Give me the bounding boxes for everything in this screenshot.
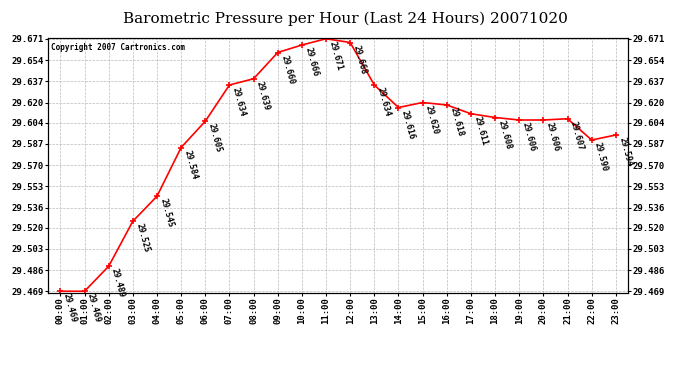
Text: 29.634: 29.634 xyxy=(376,86,392,118)
Text: 29.608: 29.608 xyxy=(497,119,513,150)
Text: 29.666: 29.666 xyxy=(304,46,319,78)
Text: 29.668: 29.668 xyxy=(352,44,368,75)
Text: 29.606: 29.606 xyxy=(545,122,561,153)
Text: 29.639: 29.639 xyxy=(255,80,271,111)
Text: 29.671: 29.671 xyxy=(328,40,344,72)
Text: 29.469: 29.469 xyxy=(62,292,78,324)
Text: 29.618: 29.618 xyxy=(448,106,464,138)
Text: Copyright 2007 Cartronics.com: Copyright 2007 Cartronics.com xyxy=(51,43,186,52)
Text: 29.594: 29.594 xyxy=(618,136,633,168)
Text: 29.660: 29.660 xyxy=(279,54,295,85)
Text: 29.584: 29.584 xyxy=(183,149,199,180)
Text: 29.611: 29.611 xyxy=(473,115,489,147)
Text: 29.525: 29.525 xyxy=(135,223,150,254)
Text: 29.620: 29.620 xyxy=(424,104,440,135)
Text: 29.616: 29.616 xyxy=(400,109,416,140)
Text: 29.605: 29.605 xyxy=(207,123,223,154)
Text: Barometric Pressure per Hour (Last 24 Hours) 20071020: Barometric Pressure per Hour (Last 24 Ho… xyxy=(123,11,567,26)
Text: 29.634: 29.634 xyxy=(231,86,247,118)
Text: 29.469: 29.469 xyxy=(86,292,102,324)
Text: 29.606: 29.606 xyxy=(521,122,537,153)
Text: 29.489: 29.489 xyxy=(110,268,126,299)
Text: 29.607: 29.607 xyxy=(569,120,585,152)
Text: 29.545: 29.545 xyxy=(159,198,175,229)
Text: 29.590: 29.590 xyxy=(593,141,609,173)
